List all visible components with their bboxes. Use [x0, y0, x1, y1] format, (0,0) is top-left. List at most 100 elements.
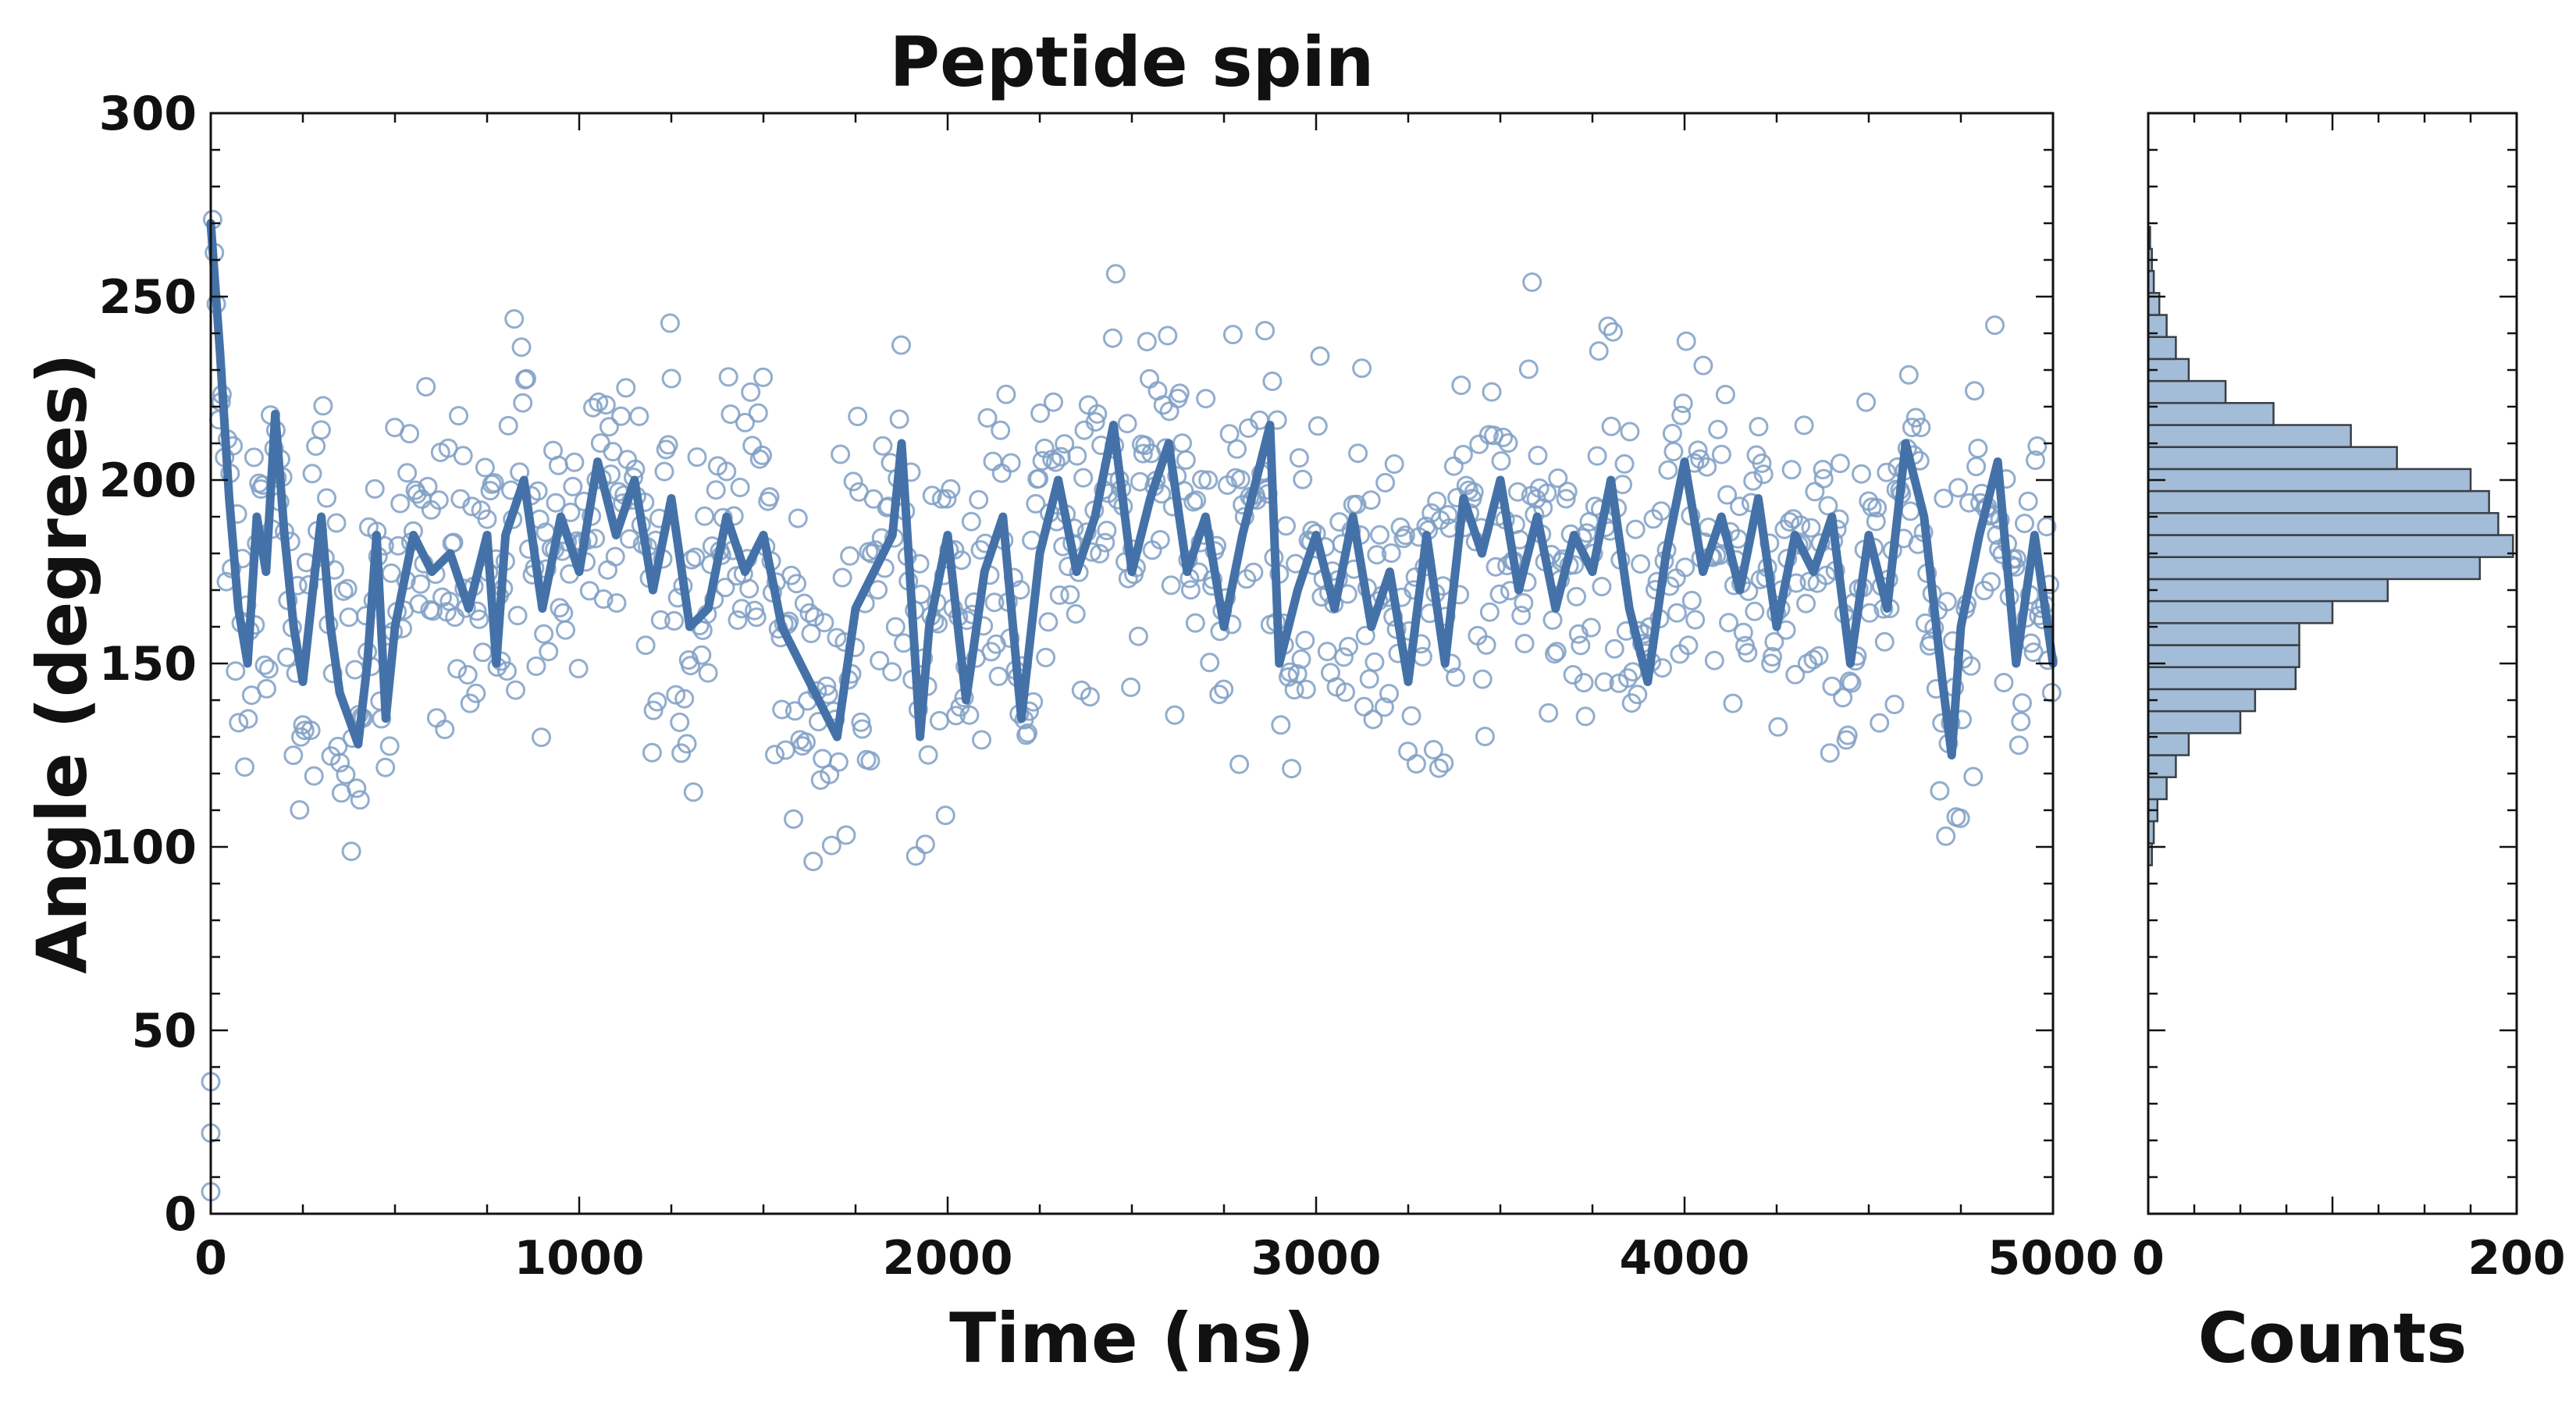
histogram-x-axis-label: Counts [2198, 1298, 2467, 1378]
scatter-point [1317, 642, 1337, 662]
scatter-point [317, 488, 336, 508]
scatter-point [548, 455, 568, 475]
scatter-point [1308, 416, 1328, 436]
scatter-point [1192, 470, 1212, 489]
scatter-point [1994, 673, 2014, 692]
y-tick-label: 0 [164, 1187, 197, 1242]
x-tick-label: 0 [194, 1231, 227, 1286]
x-tick-label: 2000 [883, 1231, 1013, 1286]
scatter-point [1930, 781, 1950, 801]
scatter-point [1968, 439, 1988, 458]
scatter-point [1367, 545, 1387, 565]
scatter-point [583, 397, 603, 418]
scatter-point [1693, 355, 1713, 375]
scatter-point [906, 846, 926, 866]
scatter-point [1176, 450, 1196, 470]
scatter-point [313, 396, 333, 416]
scatter-point [590, 433, 610, 454]
scatter-point [1339, 636, 1358, 656]
scatter-point [1936, 826, 1956, 846]
scatter-point [814, 613, 834, 633]
scatter-point [889, 409, 909, 429]
scatter-point [796, 732, 816, 752]
y-tick-label: 150 [99, 637, 197, 692]
scatter-point [475, 457, 495, 478]
scatter-point [1704, 650, 1724, 670]
histogram-bar [2147, 666, 2297, 691]
scatter-point [1198, 470, 1219, 490]
scatter-point [1140, 368, 1159, 389]
scatter-point [539, 642, 559, 662]
scatter-point [988, 667, 1009, 686]
scatter-point [1542, 610, 1563, 630]
scatter-point [497, 661, 517, 681]
scatter-point [860, 751, 881, 771]
scatter-point [1511, 606, 1532, 625]
scatter-point [388, 535, 408, 556]
scatter-point [1401, 706, 1421, 726]
scatter-point [564, 452, 585, 472]
scatter-point [1375, 472, 1396, 493]
scatter-point [1966, 457, 1987, 477]
scatter-point [1603, 322, 1623, 342]
scatter-point [929, 710, 949, 731]
scatter-point [1026, 493, 1046, 514]
scatter-point [1117, 414, 1137, 434]
scatter-point [1374, 697, 1394, 717]
histogram-bar [2147, 489, 2490, 514]
scatter-point [1364, 652, 1385, 672]
hist-x-tick-label: 0 [2132, 1231, 2165, 1286]
scatter-point [1575, 706, 1596, 727]
scatter-point [1898, 365, 1919, 385]
scatter-point [1087, 404, 1108, 424]
scatter-point [1592, 577, 1612, 596]
scatter-point [1761, 653, 1781, 674]
scatter-point [1354, 696, 1374, 717]
scatter-point [1352, 358, 1372, 379]
scatter-point [851, 712, 871, 732]
scatter-point [1801, 518, 1821, 538]
scatter-point [1361, 490, 1381, 510]
scatter-point [852, 719, 873, 739]
scatter-point [1809, 646, 1829, 666]
y-tick-label: 250 [99, 270, 197, 325]
scatter-point [941, 478, 961, 499]
scatter-point [1329, 512, 1350, 532]
scatter-point [642, 742, 662, 763]
scatter-point [311, 420, 331, 440]
y-tick-label: 50 [132, 1004, 197, 1058]
scatter-point [1730, 496, 1749, 517]
scatter-point [1279, 662, 1300, 682]
y-tick-label: 200 [99, 454, 197, 508]
scatter-point [1451, 375, 1471, 396]
scatter-point [1833, 688, 1853, 708]
scatter-point [1675, 557, 1695, 578]
scatter-point [365, 478, 385, 499]
scatter-point [449, 406, 468, 426]
scatter-point [1446, 667, 1466, 688]
scatter-point [1219, 424, 1240, 444]
scatter-point [1491, 451, 1511, 471]
scatter-point [1244, 562, 1264, 582]
scatter-point [229, 713, 249, 733]
scatter-point [1489, 584, 1510, 604]
scatter-point [1651, 501, 1671, 521]
scatter-point [671, 743, 692, 763]
scatter-point [513, 393, 533, 413]
scatter-point [511, 337, 532, 357]
y-tick-label: 300 [99, 87, 197, 141]
scatter-point [1045, 452, 1066, 472]
scatter-point [607, 593, 627, 613]
scatter-point [746, 607, 767, 628]
scatter-point [1434, 753, 1454, 774]
scatter-point [977, 407, 998, 428]
scatter-point [1620, 422, 1640, 442]
scatter-point [1001, 453, 1021, 473]
histogram-bar [2147, 468, 2472, 493]
scatter-point [254, 655, 275, 675]
scatter-point [803, 852, 824, 872]
scatter-point [517, 368, 536, 389]
scatter-point [991, 463, 1012, 483]
scatter-point [1900, 501, 1920, 521]
scatter-point [453, 446, 473, 466]
